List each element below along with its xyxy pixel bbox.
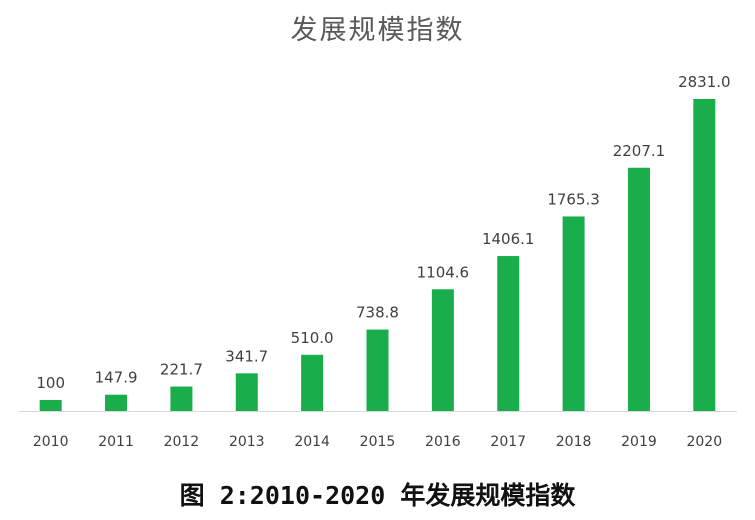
figure-caption: 图 2:2010-2020 年发展规模指数 [179,481,576,510]
data-label-2015: 738.8 [356,304,399,322]
data-label-2014: 510.0 [291,329,334,347]
x-tick-2013: 2013 [229,434,265,450]
bar-2016 [431,289,454,411]
x-tick-2018: 2018 [556,434,592,450]
x-tick-2015: 2015 [360,434,396,450]
bar-2018 [562,216,585,411]
chart-title: 发展规模指数 [290,15,465,46]
x-tick-2017: 2017 [490,434,526,450]
bar-2014 [301,354,324,411]
x-tick-2019: 2019 [621,434,657,450]
x-tick-2011: 2011 [98,434,134,450]
bar-2011 [105,394,128,411]
data-label-2019: 2207.1 [613,142,666,160]
x-tick-2012: 2012 [164,434,200,450]
x-tick-2016: 2016 [425,434,461,450]
data-label-2012: 221.7 [160,361,203,379]
data-label-2018: 1765.3 [547,190,600,208]
x-tick-2014: 2014 [294,434,330,450]
data-label-2011: 147.9 [95,369,138,387]
bar-2015 [366,329,389,411]
bar-2019 [627,167,650,411]
x-tick-2020: 2020 [686,434,722,450]
data-label-2010: 100 [36,374,65,392]
bar-2013 [235,373,258,411]
data-label-2013: 341.7 [225,347,268,365]
bar-2012 [170,386,193,411]
data-label-2016: 1104.6 [417,263,470,281]
x-tick-2010: 2010 [33,434,69,450]
data-label-2020: 2831.0 [678,73,731,91]
bar-2017 [497,256,520,411]
bar-2010 [39,399,62,411]
data-label-2017: 1406.1 [482,230,535,248]
bar-2020 [693,99,716,411]
